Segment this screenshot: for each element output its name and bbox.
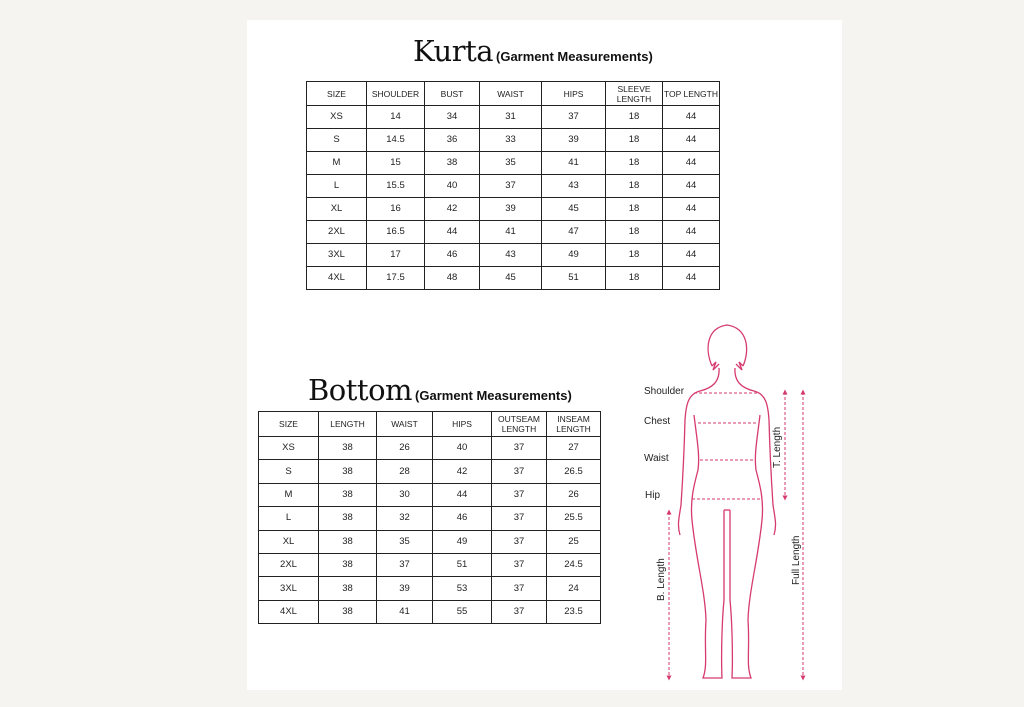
table-cell: 15	[366, 151, 425, 175]
table-cell: S	[258, 459, 319, 484]
table-cell: 41	[479, 220, 542, 244]
table-row: 4XL 38 41 55 37 23.5	[258, 599, 601, 625]
table-cell: 42	[424, 197, 480, 221]
table-cell: 2XL	[258, 552, 319, 578]
table-cell: 35	[479, 151, 542, 175]
table-row: 2XL 38 37 51 37 24.5	[258, 552, 601, 578]
chest-label: Chest	[644, 416, 671, 427]
table-cell: 45	[479, 266, 542, 290]
table-cell: 26	[546, 482, 601, 508]
table-cell: XS	[306, 105, 367, 129]
waist-label: Waist	[644, 453, 669, 464]
bottom-size-table: SIZE LENGTH WAIST HIPS OUTSEAM LENGTH INSEAM …	[258, 411, 601, 625]
table-cell: 27	[546, 435, 601, 461]
table-cell: 38	[318, 506, 377, 531]
table-cell: 26.5	[546, 459, 601, 484]
table-cell: 16	[366, 197, 425, 221]
table-row: L 38 32 46 37 25.5	[258, 506, 601, 531]
table-cell: 41	[541, 151, 606, 175]
table-cell: 38	[318, 435, 377, 461]
table-cell: 26	[376, 435, 433, 461]
table-row: S 38 28 42 37 26.5	[258, 459, 601, 484]
table-cell: 25.5	[546, 506, 601, 531]
table-cell: 28	[376, 459, 433, 484]
kurta-size-table: SIZE SHOULDER BUST WAIST HIPS SLEEVE LENGTH TO…	[306, 81, 720, 290]
bottom-title: Bottom (Garment Measurements)	[308, 373, 572, 407]
bottom-title-main: Bottom	[308, 373, 413, 407]
table-cell: 15.5	[366, 174, 425, 198]
kurta-title-sub: (Garment Measurements)	[496, 49, 653, 64]
b-length-label: B. Length	[656, 558, 667, 601]
table-cell: 3XL	[258, 576, 319, 601]
bottom-title-sub: (Garment Measurements)	[415, 388, 572, 403]
table-cell: 37	[491, 482, 547, 508]
column-header: OUTSEAM LENGTH	[491, 411, 547, 437]
table-cell: 44	[662, 220, 720, 244]
kurta-title-main: Kurta	[413, 34, 494, 68]
table-cell: 24.5	[546, 552, 601, 578]
table-cell: 38	[424, 151, 480, 175]
table-cell: 42	[432, 459, 492, 484]
table-cell: 44	[662, 266, 720, 290]
table-row: XL 16 42 39 45 18 44	[306, 197, 720, 221]
table-cell: 37	[491, 459, 547, 484]
table-cell: 53	[432, 576, 492, 601]
table-row: XL 38 35 49 37 25	[258, 529, 601, 554]
table-cell: 44	[432, 482, 492, 508]
table-cell: 30	[376, 482, 433, 508]
table-row: L 15.5 40 37 43 18 44	[306, 174, 720, 198]
column-header: TOP LENGTH	[662, 81, 720, 106]
column-header: HIPS	[432, 411, 492, 437]
kurta-title: Kurta (Garment Measurements)	[413, 34, 653, 68]
t-length-label: T. Length	[772, 426, 783, 468]
table-cell: 17.5	[366, 266, 425, 290]
hip-label: Hip	[645, 490, 661, 501]
header-row: SIZE SHOULDER BUST WAIST HIPS SLEEVE LENGTH TO…	[306, 81, 720, 106]
table-cell: M	[306, 151, 367, 175]
table-cell: 55	[432, 599, 492, 625]
table-row: 4XL 17.5 48 45 51 18 44	[306, 266, 720, 290]
table-cell: 51	[541, 266, 606, 290]
table-row: M 38 30 44 37 26	[258, 482, 601, 508]
column-header: HIPS	[541, 81, 606, 106]
table-cell: 44	[662, 243, 720, 267]
table-cell: 37	[491, 435, 547, 461]
table-cell: L	[306, 174, 367, 198]
table-cell: 14.5	[366, 128, 425, 152]
table-cell: S	[306, 128, 367, 152]
measurement-lines	[666, 389, 806, 681]
table-cell: L	[258, 506, 319, 531]
table-row: XS 38 26 40 37 27	[258, 435, 601, 461]
table-cell: 44	[662, 197, 720, 221]
table-cell: 18	[605, 174, 663, 198]
table-cell: 25	[546, 529, 601, 554]
column-header: SLEEVE LENGTH	[605, 81, 663, 106]
table-cell: 44	[662, 105, 720, 129]
table-cell: 18	[605, 151, 663, 175]
body-outline	[677, 324, 777, 679]
column-header: WAIST	[479, 81, 542, 106]
shoulder-label: Shoulder	[644, 386, 685, 397]
table-cell: 37	[491, 599, 547, 625]
full-length-label: Full Length	[791, 535, 802, 585]
table-cell: 49	[432, 529, 492, 554]
column-header: INSEAM LENGTH	[546, 411, 601, 437]
table-cell: 38	[318, 482, 377, 508]
table-row: M 15 38 35 41 18 44	[306, 151, 720, 175]
table-cell: 48	[424, 266, 480, 290]
column-header: WAIST	[376, 411, 433, 437]
table-cell: 44	[662, 174, 720, 198]
table-cell: 41	[376, 599, 433, 625]
table-cell: 23.5	[546, 599, 601, 625]
